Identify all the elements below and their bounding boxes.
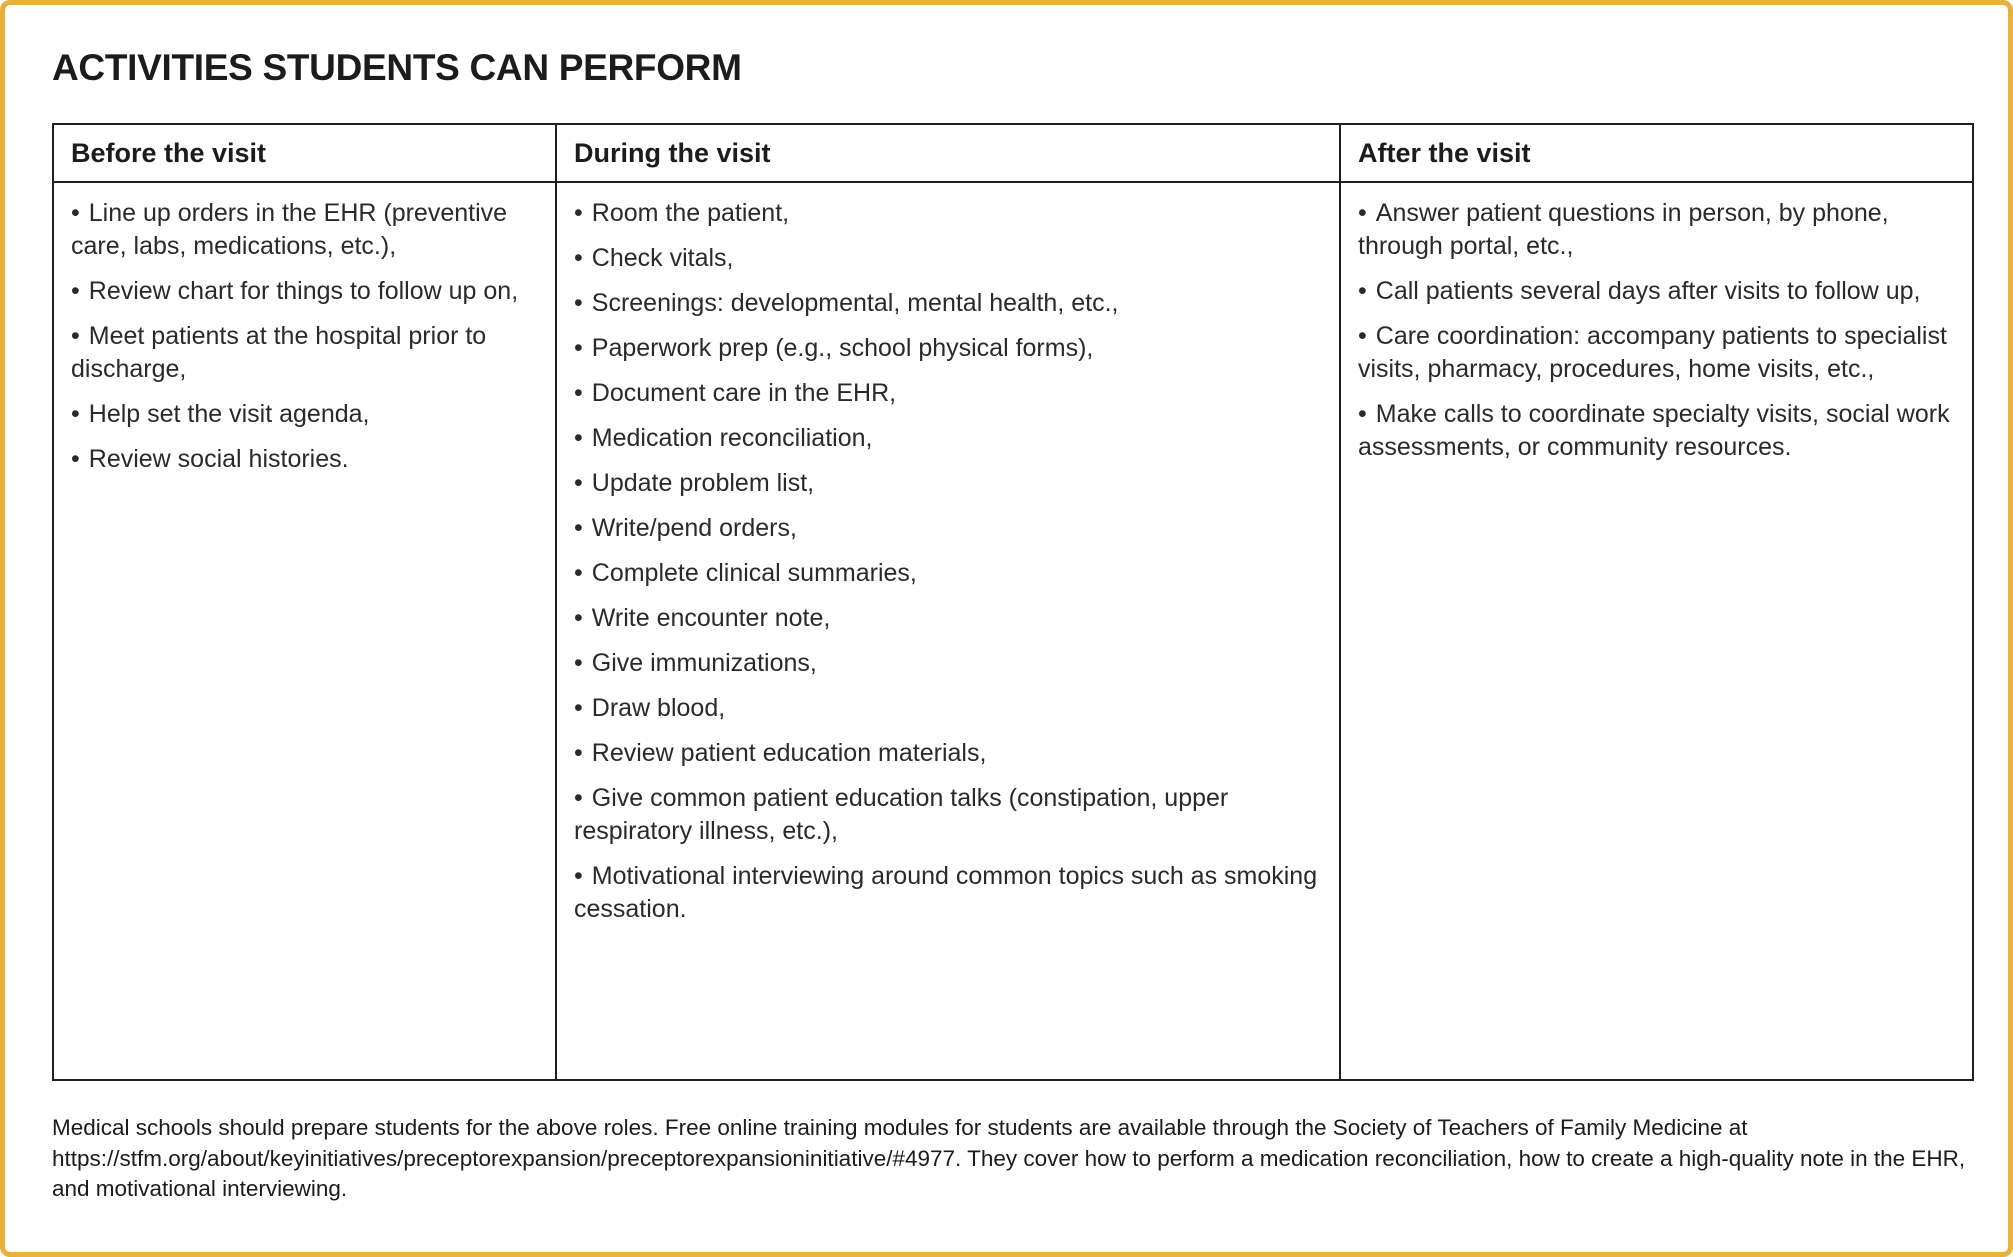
list-item: • Screenings: developmental, mental healt… (574, 287, 1325, 320)
list-item: • Complete clinical summaries, (574, 557, 1325, 590)
column-header-after: After the visit (1339, 123, 1974, 183)
list-item-text: Update problem list, (591, 469, 815, 497)
list-item: • Line up orders in the EHR (preventive c… (71, 197, 541, 263)
bullet-icon: • (1358, 199, 1367, 227)
table-body-row: • Line up orders in the EHR (preventive c… (52, 181, 1974, 1081)
list-item-text: Give immunizations, (591, 649, 817, 677)
list-item: • Meet patients at the hospital prior to … (71, 320, 541, 386)
list-item-text: Review patient education materials, (591, 739, 987, 767)
list-item: • Draw blood, (574, 692, 1325, 725)
list-item: • Make calls to coordinate specialty visi… (1358, 398, 1958, 464)
bullet-icon: • (574, 199, 583, 227)
list-item-text: Draw blood, (591, 694, 726, 722)
bullet-icon: • (574, 862, 583, 890)
list-item: • Document care in the EHR, (574, 377, 1325, 410)
list-item-text: Medication reconciliation, (591, 424, 873, 452)
list-item: • Room the patient, (574, 197, 1325, 230)
list-item-text: Motivational interviewing around common … (574, 862, 1318, 923)
bullet-icon: • (574, 514, 583, 542)
list-item-text: Make calls to coordinate specialty visit… (1358, 400, 1950, 461)
bullet-icon: • (1358, 322, 1367, 350)
activities-table: Before the visit During the visit After th… (52, 123, 1974, 1081)
list-item: • Review patient education materials, (574, 737, 1325, 770)
list-item-text: Call patients several days after visits … (1375, 277, 1921, 305)
column-cell-after: • Answer patient questions in person, by … (1339, 181, 1974, 1081)
list-item: • Medication reconciliation, (574, 422, 1325, 455)
list-item: • Write encounter note, (574, 602, 1325, 635)
column-header-before: Before the visit (52, 123, 557, 183)
list-item-text: Give common patient education talks (con… (574, 784, 1229, 845)
footnote: Medical schools should prepare students … (52, 1115, 1966, 1202)
list-item: • Answer patient questions in person, by … (1358, 197, 1958, 263)
list-item: • Help set the visit agenda, (71, 398, 541, 431)
bullet-icon: • (574, 739, 583, 767)
bullet-icon: • (1358, 277, 1367, 305)
bullet-icon: • (574, 649, 583, 677)
bullet-icon: • (574, 244, 583, 272)
list-item-text: Write/pend orders, (591, 514, 797, 542)
bullet-icon: • (574, 469, 583, 497)
list-item: • Give common patient education talks (co… (574, 782, 1325, 848)
list-item-text: Screenings: developmental, mental health… (591, 289, 1119, 317)
list-item-text: Help set the visit agenda, (88, 400, 370, 428)
bullet-icon: • (71, 445, 80, 473)
bullet-icon: • (574, 559, 583, 587)
bullet-icon: • (71, 277, 80, 305)
list-item: • Check vitals, (574, 242, 1325, 275)
list-item: • Write/pend orders, (574, 512, 1325, 545)
bullet-icon: • (1358, 400, 1367, 428)
page-title: ACTIVITIES STUDENTS CAN PERFORM (52, 47, 742, 88)
bullet-icon: • (71, 400, 80, 428)
list-item-text: Answer patient questions in person, by p… (1358, 199, 1889, 260)
list-item: • Paperwork prep (e.g., school physical f… (574, 332, 1325, 365)
list-item: • Call patients several days after visits… (1358, 275, 1958, 308)
column-cell-during: • Room the patient, • Check vitals, • Screeni… (555, 181, 1341, 1081)
list-item: • Review chart for things to follow up on… (71, 275, 541, 308)
bullet-icon: • (574, 289, 583, 317)
list-item-text: Review chart for things to follow up on, (88, 277, 519, 305)
list-item-text: Care coordination: accompany patients to… (1358, 322, 1947, 383)
bullet-icon: • (71, 199, 80, 227)
list-item-text: Line up orders in the EHR (preventive ca… (71, 199, 508, 260)
bullet-icon: • (574, 334, 583, 362)
list-item: • Review social histories. (71, 443, 541, 476)
list-item-text: Document care in the EHR, (591, 379, 897, 407)
list-item-text: Complete clinical summaries, (591, 559, 917, 587)
list-item-text: Meet patients at the hospital prior to d… (71, 322, 487, 383)
figure-content: ACTIVITIES STUDENTS CAN PERFORM Before t… (5, 5, 2008, 1205)
list-item: • Care coordination: accompany patients t… (1358, 320, 1958, 386)
list-item-text: Paperwork prep (e.g., school physical fo… (591, 334, 1094, 362)
list-item: • Motivational interviewing around common… (574, 860, 1325, 926)
bullet-icon: • (574, 379, 583, 407)
bullet-icon: • (574, 424, 583, 452)
table-header-row: Before the visit During the visit After th… (52, 123, 1974, 183)
list-item-text: Check vitals, (591, 244, 734, 272)
bullet-icon: • (574, 784, 583, 812)
list-item: • Update problem list, (574, 467, 1325, 500)
column-header-during: During the visit (555, 123, 1341, 183)
list-item: • Give immunizations, (574, 647, 1325, 680)
list-item-text: Write encounter note, (591, 604, 831, 632)
bullet-icon: • (71, 322, 80, 350)
list-item-text: Review social histories. (88, 445, 349, 473)
bullet-icon: • (574, 604, 583, 632)
list-item-text: Room the patient, (591, 199, 790, 227)
column-cell-before: • Line up orders in the EHR (preventive c… (52, 181, 557, 1081)
bullet-icon: • (574, 694, 583, 722)
